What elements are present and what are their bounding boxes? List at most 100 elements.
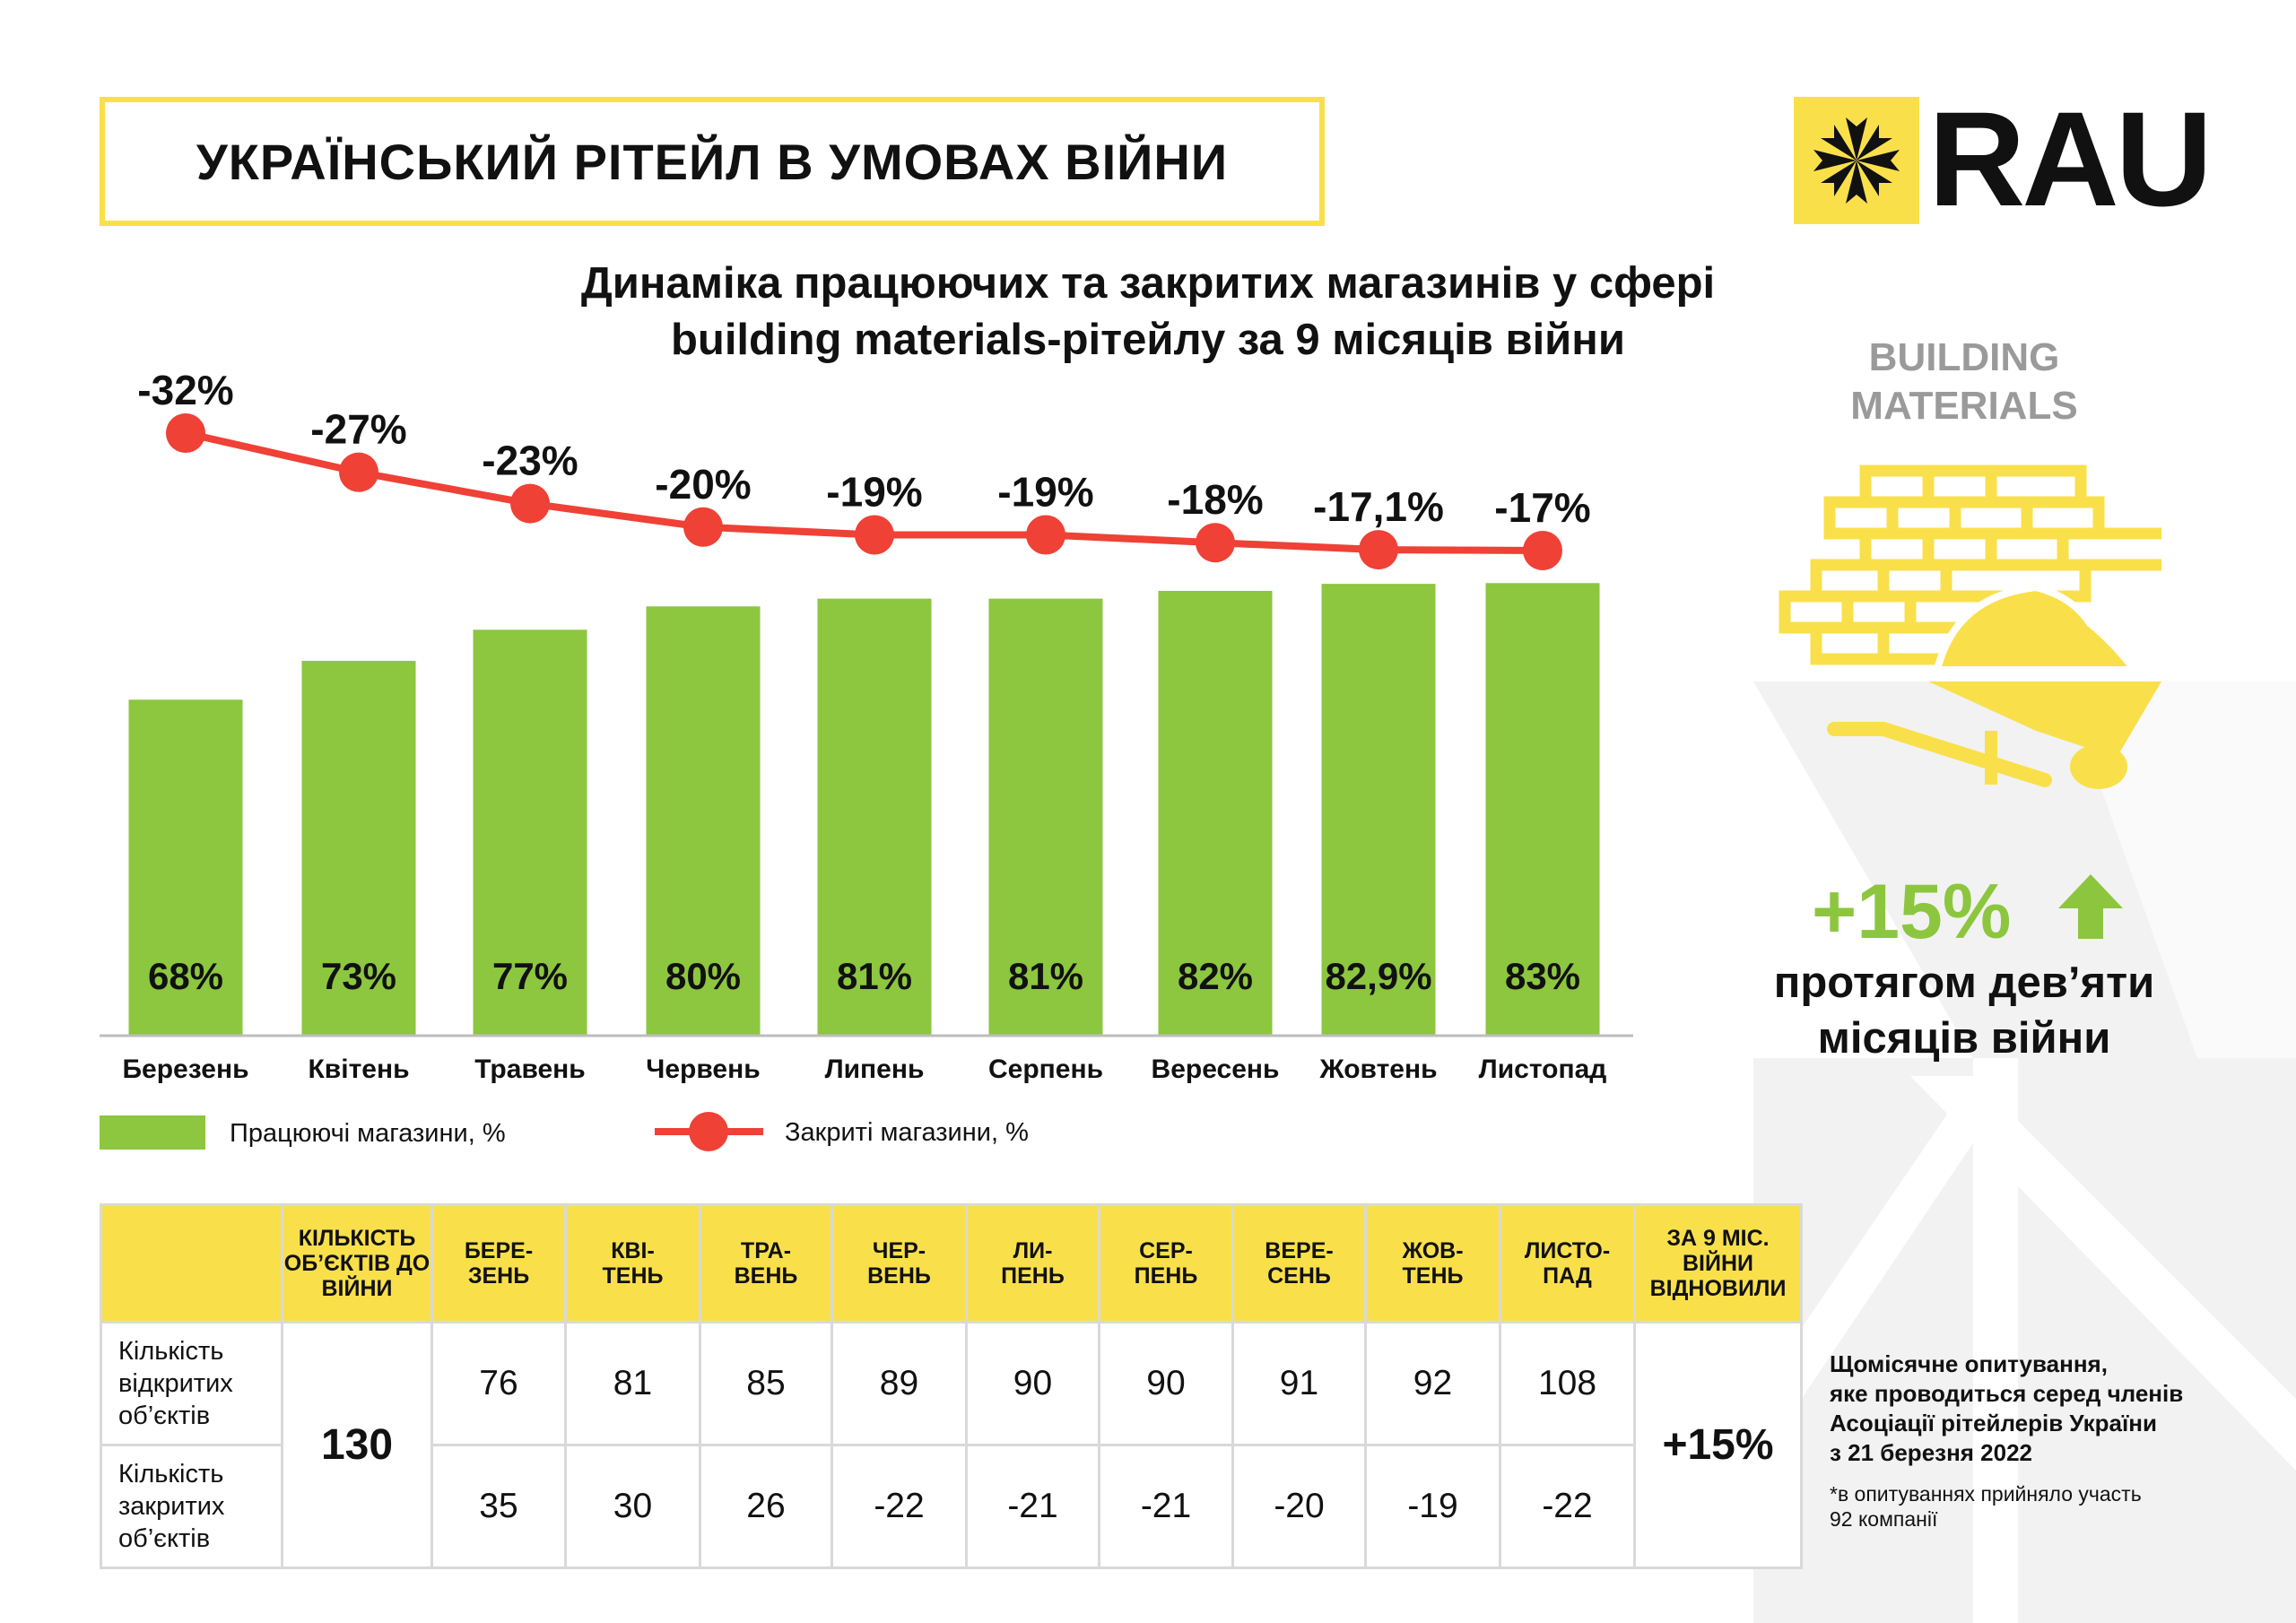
table-row-open: Кількість відкритих об’єктів 130 76 81 85 89 9… (100, 1321, 1803, 1569)
bar (646, 606, 761, 1035)
footnote-line: *в опитуваннях прийняло участь (1830, 1482, 2142, 1506)
data-table: КІЛЬКІСТЬ ОБ’ЄКТІВ ДО ВІЙНИ БЕРЕ- ЗЕНЬ КВІ-… (100, 1203, 1803, 1569)
chart-title: Динаміка працюючих та закритих магазинів… (466, 256, 1830, 369)
chart-title-line2: building materials-рітейлу за 9 місяців … (670, 316, 1626, 364)
open-count-cell: 108 (1499, 1321, 1636, 1446)
bar (988, 598, 1103, 1035)
open-count-cell: 81 (564, 1321, 701, 1446)
closed-count-cell: -20 (1231, 1444, 1367, 1569)
closed-point (1026, 515, 1065, 555)
closed-value-label: -18% (1167, 476, 1263, 523)
closed-value-label: -17,1% (1313, 483, 1444, 530)
growth-caption-line1: протягом дев’яти (1773, 959, 2155, 1007)
category-line1: BUILDING (1868, 335, 2060, 379)
arrow-up-icon (2058, 874, 2123, 939)
open-count-cell: 90 (1098, 1321, 1234, 1446)
table-header-cell: ВЕРЕ- СЕНЬ (1231, 1203, 1367, 1324)
star-emblem-icon (1794, 97, 1919, 224)
bar-value-label: 82,9% (1325, 955, 1431, 997)
legend-bar-swatch (100, 1115, 205, 1150)
growth-caption: протягом дев’яти місяців війни (1740, 955, 2188, 1066)
table-header-cell: ЛИ- ПЕНЬ (965, 1203, 1100, 1324)
bar (1321, 584, 1436, 1035)
open-count-cell: 92 (1364, 1321, 1501, 1446)
note-line: Асоціації рітейлерів України (1830, 1410, 2157, 1436)
row-label-open: Кількість відкритих об’єктів (100, 1321, 283, 1446)
bar (128, 699, 243, 1035)
x-tick-label: Вересень (1152, 1055, 1280, 1084)
survey-note: Щомісячне опитування, яке проводиться сер… (1830, 1350, 2183, 1468)
closed-value-label: -27% (310, 406, 406, 453)
closed-count-cell: -22 (831, 1444, 968, 1569)
note-line: яке проводиться серед членів (1830, 1380, 2184, 1407)
table-header-cell: КВІ- ТЕНЬ (564, 1203, 701, 1324)
closed-point (1523, 530, 1562, 570)
table-header-cell: КІЛЬКІСТЬ ОБ’ЄКТІВ ДО ВІЙНИ (281, 1203, 433, 1324)
bar-value-label: 80% (665, 955, 741, 997)
closed-count-cell: 26 (699, 1444, 833, 1569)
table-header-cell (100, 1203, 283, 1324)
logo-text: RAU (1928, 83, 2213, 234)
bar-value-label: 68% (148, 955, 223, 997)
closed-count-cell: -22 (1499, 1444, 1636, 1569)
closed-point (510, 483, 550, 524)
closed-count-cell: 35 (430, 1444, 567, 1569)
growth-percent: +15% (1812, 869, 2012, 955)
closed-point (1359, 530, 1398, 570)
x-tick-label: Травень (474, 1055, 586, 1084)
open-count-cell: 90 (965, 1321, 1100, 1446)
growth-caption-line2: місяців війни (1817, 1014, 2111, 1063)
closed-count-cell: -19 (1364, 1444, 1501, 1569)
closed-value-label: -17% (1494, 484, 1590, 531)
legend-line-label: Закриті магазини, % (785, 1118, 1029, 1147)
table-header-cell: ТРА- ВЕНЬ (699, 1203, 833, 1324)
x-tick-label: Жовтень (1318, 1055, 1437, 1084)
closed-point (683, 507, 723, 547)
table-header-cell: ЧЕР- ВЕНЬ (831, 1203, 968, 1324)
footnote-line: 92 компанії (1830, 1507, 1938, 1531)
legend-line-marker (689, 1112, 728, 1151)
closed-count-cell: 30 (564, 1444, 701, 1569)
x-tick-label: Липень (825, 1055, 925, 1084)
bar-value-label: 81% (837, 955, 912, 997)
bar (473, 629, 587, 1035)
bar-value-label: 83% (1505, 955, 1580, 997)
table-header-row: КІЛЬКІСТЬ ОБ’ЄКТІВ ДО ВІЙНИ БЕРЕ- ЗЕНЬ КВІ-… (100, 1203, 1803, 1324)
bar (1485, 583, 1600, 1035)
note-line: Щомісячне опитування, (1830, 1350, 2108, 1377)
table-header-cell: СЕР- ПЕНЬ (1098, 1203, 1234, 1324)
closed-value-label: -23% (482, 438, 578, 484)
table-header-cell: ЛИСТО- ПАД (1499, 1203, 1636, 1324)
x-tick-label: Березень (122, 1055, 248, 1084)
bar (1158, 590, 1273, 1035)
x-tick-label: Листопад (1479, 1055, 1607, 1084)
table-header-cell: БЕРЕ- ЗЕНЬ (430, 1203, 567, 1324)
chart-title-line1: Динаміка працюючих та закритих магазинів… (580, 259, 1716, 308)
closed-value-label: -20% (655, 461, 751, 508)
x-tick-label: Серпень (988, 1055, 1103, 1084)
table-header-cell: ЗА 9 МІС. ВІЙНИ ВІДНОВИЛИ (1633, 1203, 1803, 1324)
closed-value-label: -19% (997, 468, 1093, 515)
bar (301, 660, 416, 1035)
note-line: з 21 березня 2022 (1830, 1439, 2033, 1466)
rau-logo: RAU (1794, 91, 2213, 226)
category-line2: MATERIALS (1850, 384, 2078, 428)
closed-value-label: -19% (826, 468, 922, 515)
closed-point (339, 452, 378, 492)
bar-value-label: 77% (492, 955, 568, 997)
bar-value-label: 73% (321, 955, 396, 997)
open-count-cell: 85 (699, 1321, 833, 1446)
chart: 68% Березень 73% Квітень 77% Травень 80% Червен… (100, 367, 1633, 1151)
bar (817, 598, 932, 1035)
bar-value-label: 82% (1178, 955, 1253, 997)
closed-value-label: -32% (137, 367, 233, 413)
x-tick-label: Квітень (308, 1055, 409, 1084)
closed-count-cell: -21 (1098, 1444, 1234, 1569)
closed-point (855, 515, 894, 555)
growth-value: +15% (1812, 868, 2011, 957)
open-count-cell: 91 (1231, 1321, 1367, 1446)
closed-point (166, 413, 205, 453)
closed-count-cell: -21 (965, 1444, 1100, 1569)
page-title: УКРАЇНСЬКИЙ РІТЕЙЛ В УМОВАХ ВІЙНИ (100, 97, 1325, 226)
